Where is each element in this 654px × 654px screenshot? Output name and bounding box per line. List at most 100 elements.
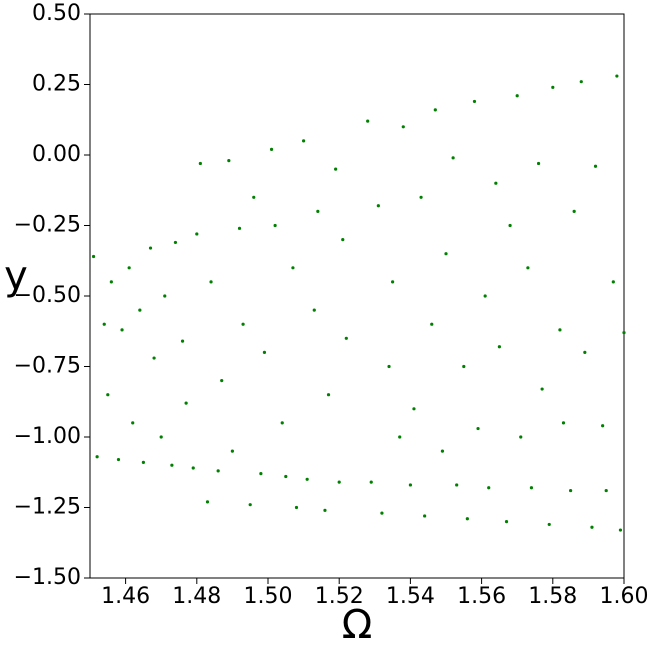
x-tick-label: 1.58 [528, 584, 577, 609]
x-tick-label: 1.48 [172, 584, 221, 609]
point [618, 528, 623, 532]
point [472, 99, 477, 104]
point [227, 159, 231, 163]
point [604, 488, 608, 493]
point [216, 469, 220, 473]
y-axis-label: y [4, 253, 28, 299]
x-tick-label: 1.52 [315, 584, 364, 609]
point [504, 520, 509, 524]
point [391, 280, 395, 284]
point [408, 483, 412, 487]
point [622, 331, 626, 335]
x-tick-label: 1.60 [600, 584, 649, 609]
point [131, 421, 135, 425]
point [376, 204, 380, 208]
point [401, 125, 405, 129]
x-tick-label: 1.56 [457, 584, 506, 609]
point [444, 252, 448, 256]
point [344, 336, 348, 340]
point [127, 266, 131, 270]
point [412, 407, 416, 411]
point [462, 364, 466, 369]
point [590, 525, 594, 529]
point [433, 108, 437, 112]
point [95, 455, 99, 459]
point [152, 356, 156, 360]
point [138, 308, 142, 312]
point [423, 514, 427, 518]
point [494, 181, 498, 185]
point [173, 240, 178, 245]
point [294, 505, 299, 510]
point [387, 364, 391, 369]
point [323, 508, 327, 512]
point [561, 421, 566, 425]
point [116, 457, 121, 462]
point [220, 379, 224, 383]
point [487, 486, 491, 490]
point [430, 322, 434, 326]
point [579, 80, 583, 84]
point [551, 85, 555, 89]
point [583, 350, 587, 354]
point [380, 511, 384, 515]
point [572, 209, 576, 213]
point [195, 232, 199, 236]
point [508, 223, 512, 228]
point [163, 294, 167, 298]
point [334, 167, 338, 171]
point [316, 209, 320, 213]
point [398, 435, 402, 439]
point [109, 280, 113, 284]
point [529, 486, 534, 490]
point [440, 449, 445, 453]
y-tick-label: 0.50 [32, 1, 81, 26]
x-axis-label: Ω [342, 602, 373, 648]
y-tick-label: 0.25 [32, 72, 81, 97]
y-tick-label: −0.75 [14, 354, 81, 379]
plot-frame [89, 13, 625, 579]
point [148, 246, 153, 250]
point [519, 435, 523, 439]
point [230, 449, 234, 453]
point [476, 426, 480, 431]
y-tick-label: 0.00 [32, 142, 81, 167]
point [451, 156, 455, 160]
point [547, 522, 551, 527]
x-tick-label: 1.46 [101, 584, 150, 609]
point [191, 466, 195, 470]
point [419, 195, 423, 199]
point [341, 238, 345, 242]
point [569, 488, 573, 493]
point [141, 460, 145, 464]
y-tick-label: −0.50 [14, 283, 81, 308]
point [262, 350, 267, 354]
point [184, 401, 188, 405]
point [91, 254, 96, 259]
point [159, 435, 163, 439]
point [593, 164, 598, 168]
point [205, 500, 210, 504]
point [269, 147, 274, 151]
point [312, 308, 316, 312]
point [259, 472, 263, 476]
point [252, 195, 256, 199]
point [615, 74, 619, 78]
point [558, 328, 562, 332]
point [302, 139, 306, 143]
point [497, 345, 501, 349]
point [284, 474, 288, 479]
point [465, 517, 469, 521]
point [170, 463, 174, 467]
point [237, 226, 242, 230]
x-tick-label: 1.50 [244, 584, 293, 609]
point [455, 483, 459, 487]
point [291, 266, 295, 270]
point [305, 477, 309, 481]
point [366, 119, 370, 123]
point [248, 503, 252, 507]
point [326, 393, 331, 397]
point [106, 393, 110, 397]
point [198, 161, 202, 166]
